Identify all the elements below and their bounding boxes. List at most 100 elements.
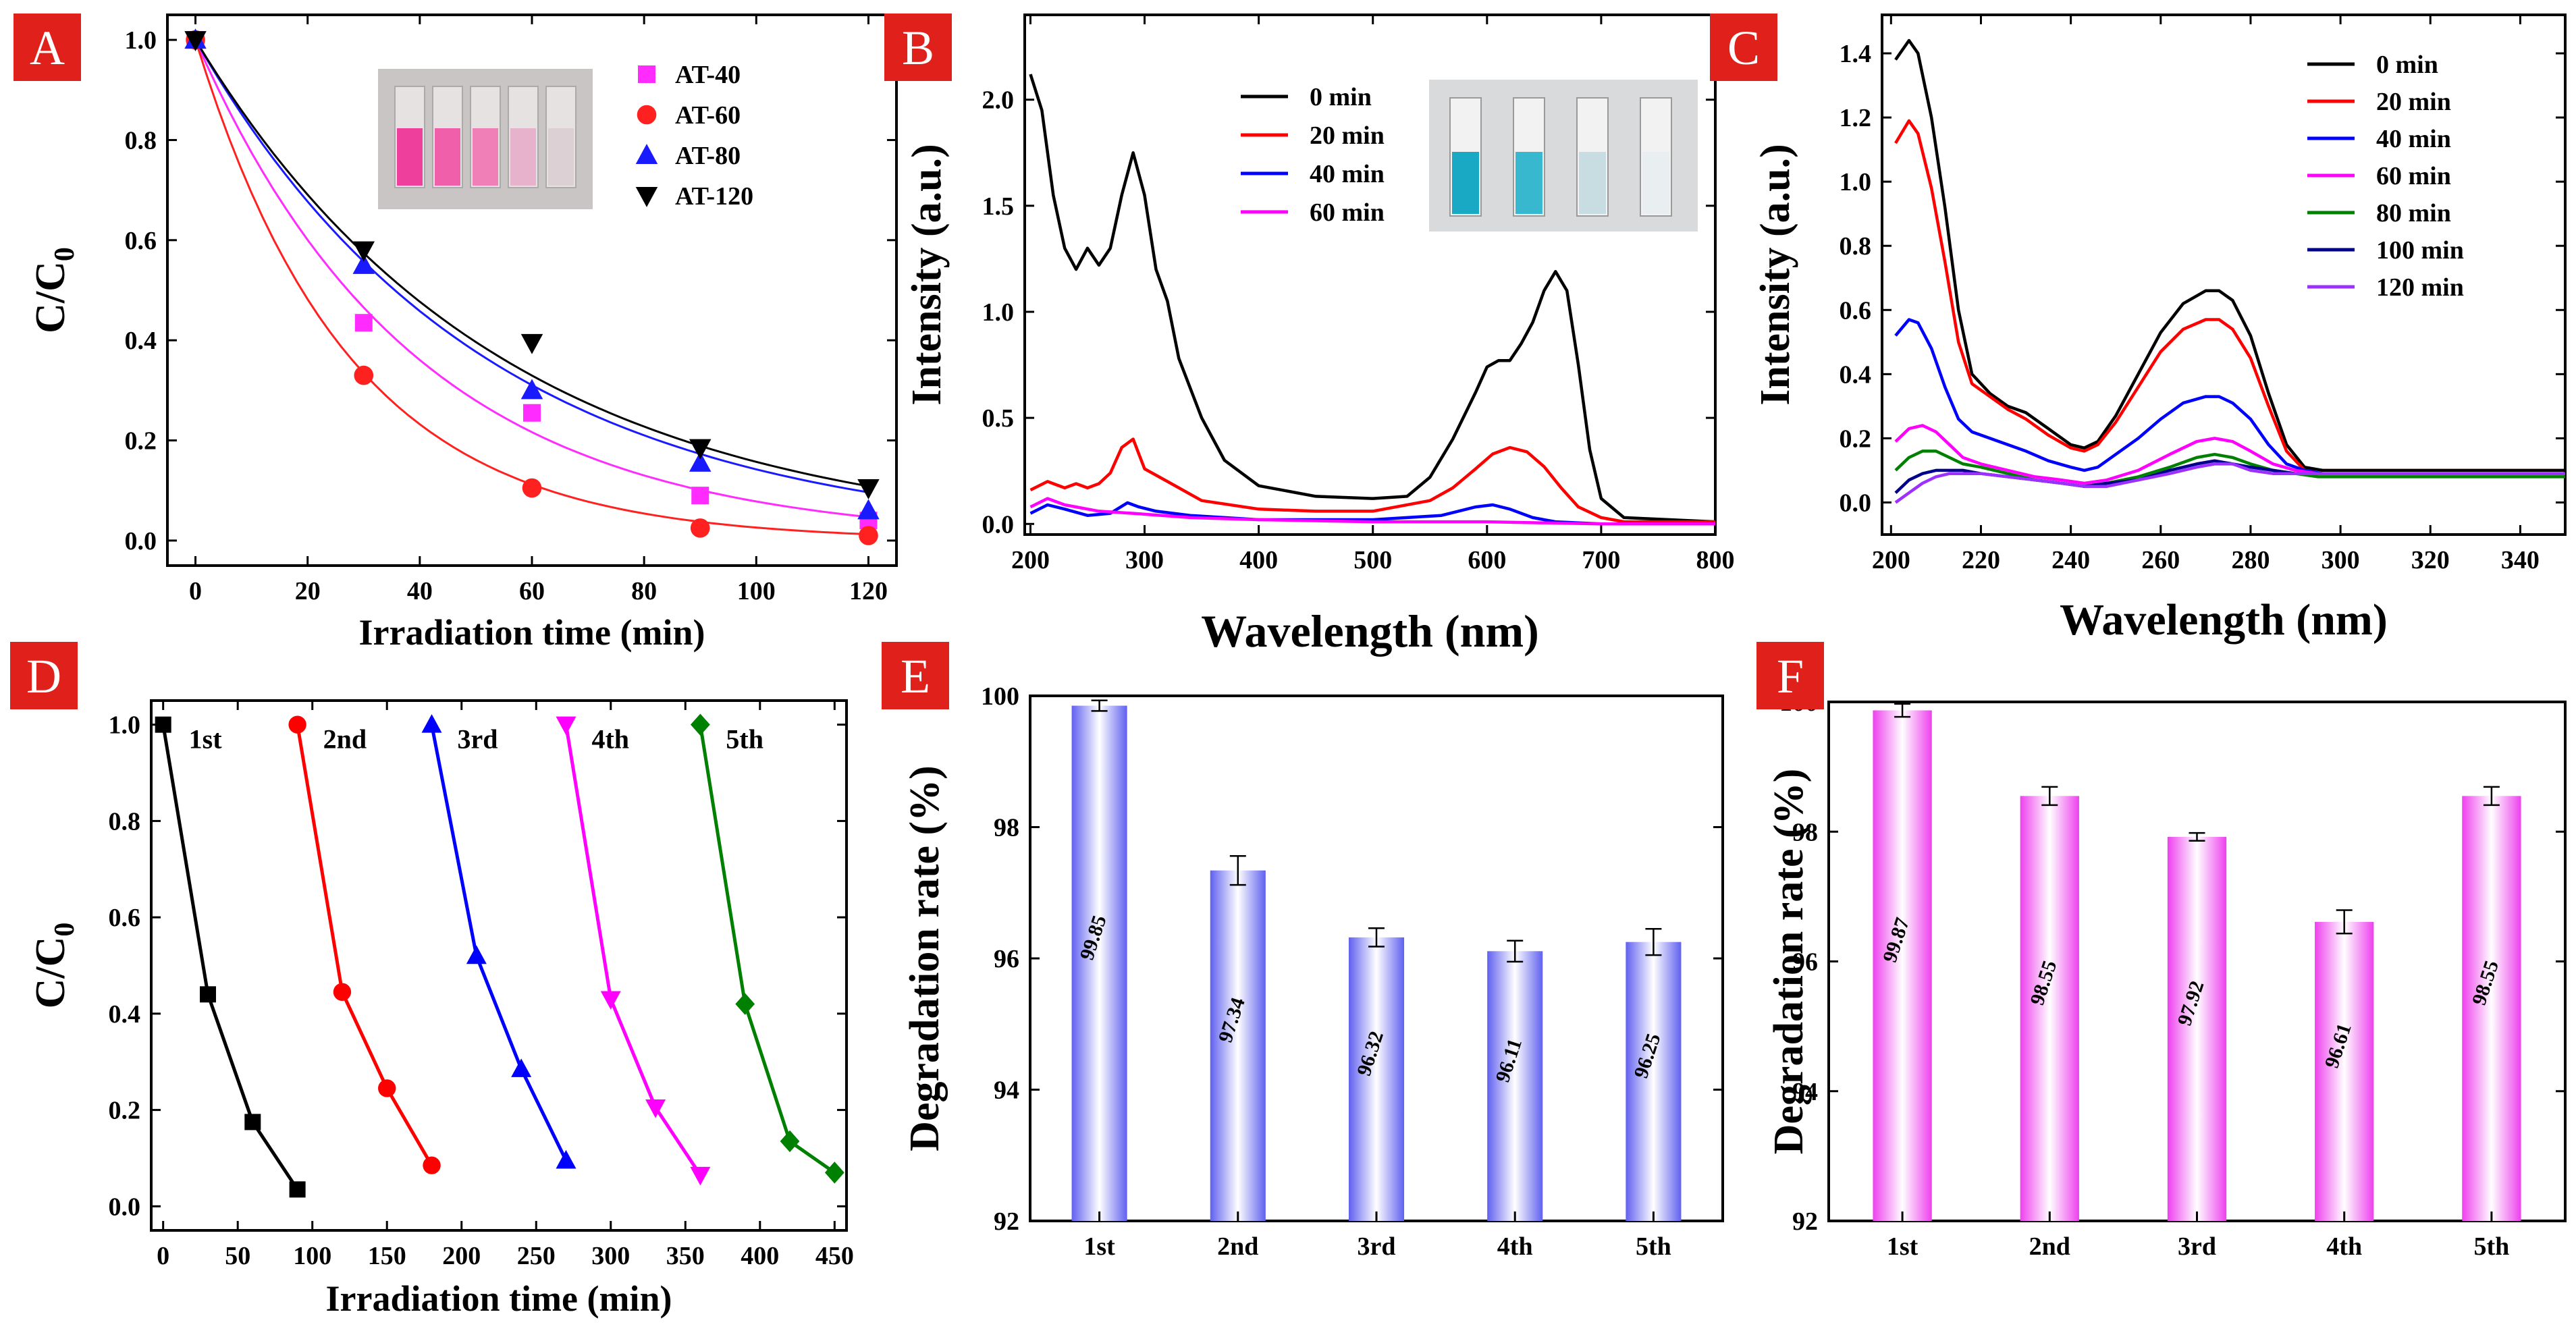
data-point-AT-80 [352,254,375,274]
x-tick-label: 500 [1353,546,1392,574]
bar-5th [1626,942,1682,1221]
panel-C: 200 220 240 260 280 300 320 340 0.0 0.2 0.4 0.6 0.8 1… [1752,13,2567,645]
series-line-1st [161,724,299,1191]
x-tick-label: 280 [2231,546,2270,574]
data-point-1st [244,1114,261,1130]
data-point-1st [289,1181,306,1198]
panel-letter-E: E [882,642,949,709]
y-tick-label: 0.2 [109,1097,141,1125]
y-tick-label: 0.6 [125,227,157,255]
x-tick-label: 200 [1011,546,1050,574]
data-point-AT-40 [523,404,541,422]
x-tick-label-1st: 1st [1887,1232,1918,1261]
x-tick-label-2nd: 2nd [2029,1232,2070,1261]
x-tick-label: 300 [2322,546,2360,574]
series-line-20 min [1029,437,1715,524]
y-tick-label: 0.0 [982,510,1015,539]
bar-2nd [2020,796,2079,1221]
x-axis-label: Wavelength (nm) [2060,595,2388,645]
data-point-2nd [333,983,352,1001]
y-axis-label: Intensity (a.u.) [1752,144,1798,406]
y-tick-label: 1.0 [125,26,157,55]
y-tick-label: 0.2 [125,427,157,456]
panel-letter-A: A [14,13,81,81]
x-tick-label-5th: 5th [2474,1232,2510,1261]
y-tick-label: 92 [994,1207,1019,1236]
y-tick-label: 1.0 [1840,168,1872,196]
data-point-AT-80 [857,499,880,520]
y-tick-label: 0.8 [109,807,141,836]
panel-letter-bg [884,13,952,81]
panel-letter-text: D [26,649,61,703]
y-axis-label: C/C0 [28,247,80,333]
panel-letter-bg [1710,13,1777,81]
x-tick-label: 450 [815,1242,854,1270]
bar-1st [1873,710,1932,1221]
bar-1st [1071,705,1127,1221]
y-axis-label: Degradation rate (%) [902,765,948,1151]
panel-letter-F: F [1756,642,1824,709]
panel-letter-text: F [1777,649,1804,703]
data-point-3rd [466,945,487,964]
cuvette-liquid [435,128,460,186]
data-point-5th [824,1162,844,1184]
panel-A: 0 20 40 60 80 100 120 0.0 0.2 0.4 0.6 0.8 1.0 AT-40 AT… [28,13,898,653]
plot-frame [1023,13,1717,536]
data-point-1st [199,986,216,1003]
legend-label: 60 min [2376,162,2451,190]
plot-frame [1881,13,2567,536]
x-tick-label: 150 [368,1242,406,1270]
y-tick-label: 1.0 [109,711,141,740]
data-point-4th [600,991,621,1010]
inset-photo-cuvettes [1429,80,1698,231]
cuvette-liquid [1452,152,1479,214]
x-axis-label: Wavelength (nm) [1201,605,1539,657]
y-tick-label: 1.0 [982,298,1015,327]
data-point-3rd [556,1149,576,1169]
y-tick-label: 0.4 [1840,360,1872,389]
fit-curve-AT-40 [194,39,869,518]
data-point-AT-80 [689,452,712,472]
x-tick-label: 700 [1582,546,1620,574]
y-tick-label: 0.5 [982,404,1015,433]
legend-marker [635,187,658,207]
data-point-3rd [511,1058,532,1077]
x-tick-label: 200 [442,1242,481,1270]
panel-letter-text: E [901,649,930,703]
data-point-AT-120 [689,439,712,460]
legend-label: 60 min [1310,198,1385,227]
y-tick-label: 0.4 [109,1000,141,1029]
y-tick-label: 1.2 [1840,104,1872,132]
bar-3rd [2167,836,2227,1221]
data-point-5th [690,713,710,736]
x-tick-label-4th: 4th [2326,1232,2362,1261]
data-point-AT-60 [354,365,374,385]
x-tick-label: 340 [2501,546,2540,574]
legend-label: 100 min [2376,236,2464,265]
y-axis-label: Intensity (a.u.) [904,144,950,406]
x-tick-label: 320 [2411,546,2450,574]
bar-3rd [1348,937,1405,1221]
cuvette-liquid [473,128,498,186]
x-tick-label-4th: 4th [1497,1232,1533,1261]
panel-letter-D: D [10,642,78,709]
y-tick-label: 96 [994,945,1019,973]
x-tick-label: 20 [295,577,321,605]
legend-marker [638,65,655,83]
data-point-AT-60 [522,478,542,498]
x-tick-label: 350 [666,1242,705,1270]
data-point-AT-40 [691,487,709,505]
series-label-4th: 4th [591,724,629,755]
y-tick-label: 0.2 [1840,425,1872,453]
legend-label: AT-120 [675,182,753,211]
x-tick-label: 60 [519,577,545,605]
y-tick-label: 0.0 [125,527,157,555]
x-tick-label-3rd: 3rd [2178,1232,2216,1261]
series-label-1st: 1st [189,724,223,755]
legend-label: 80 min [2376,199,2451,227]
y-tick-label: 0.4 [125,327,157,355]
y-tick-label: 0.6 [1840,296,1872,325]
panel-letter-text: A [30,21,65,75]
y-tick-label: 98 [994,814,1019,842]
data-point-1st [155,716,171,733]
